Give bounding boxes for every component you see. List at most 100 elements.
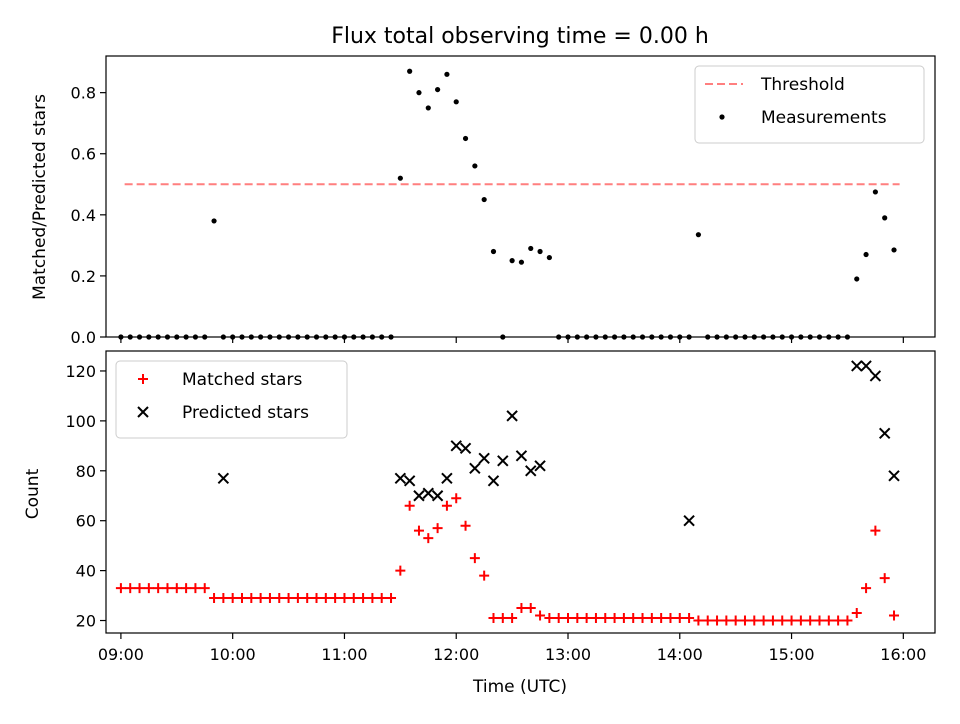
y-tick-label: 0.0	[71, 328, 96, 347]
top-ylabel: Matched/Predicted stars	[30, 94, 50, 300]
data-point	[546, 254, 552, 261]
legend-label: Matched stars	[182, 370, 302, 390]
data-point	[358, 593, 369, 604]
data-point	[563, 613, 574, 624]
data-point	[695, 232, 702, 238]
data-point	[497, 455, 509, 467]
data-point	[292, 593, 303, 604]
data-point	[674, 613, 685, 624]
data-point	[833, 615, 844, 626]
y-tick-label: 0.6	[71, 145, 96, 164]
data-point	[488, 613, 499, 624]
y-tick-label: 0.8	[71, 84, 96, 103]
data-point	[407, 68, 413, 74]
legend: Matched stars Predicted stars	[115, 360, 348, 439]
data-point	[851, 608, 862, 619]
data-point	[888, 470, 900, 482]
legend-swatch	[138, 374, 148, 384]
y-tick-label: 0.2	[71, 267, 96, 286]
data-point	[403, 475, 416, 487]
data-point	[882, 215, 888, 221]
data-point	[878, 427, 891, 440]
data-point	[497, 613, 508, 624]
data-point	[469, 553, 480, 564]
legend-box	[694, 65, 925, 144]
data-point	[535, 610, 546, 621]
data-point	[507, 613, 518, 624]
data-point	[153, 583, 164, 594]
data-point	[506, 410, 518, 422]
data-point	[693, 615, 704, 626]
data-point	[171, 583, 182, 594]
y-tick-label: 0.4	[71, 206, 96, 225]
data-point	[683, 514, 695, 527]
data-point	[842, 615, 853, 626]
data-point	[863, 251, 869, 258]
plot-frame	[105, 55, 936, 338]
data-point	[889, 610, 900, 621]
data-point	[869, 370, 882, 382]
data-point	[872, 189, 878, 195]
data-point	[469, 462, 481, 474]
data-point	[217, 472, 230, 484]
x-tick-label: 12:00	[433, 645, 479, 664]
data-point	[534, 460, 546, 472]
data-point	[264, 593, 275, 604]
data-point	[255, 593, 266, 604]
data-point	[861, 583, 872, 594]
data-point	[320, 593, 331, 604]
legend-label: Threshold	[760, 75, 845, 95]
data-point	[246, 593, 257, 604]
data-point	[125, 583, 136, 594]
data-point	[134, 583, 145, 594]
data-point	[451, 493, 462, 504]
data-point	[767, 615, 778, 626]
y-tick-label: 60	[76, 512, 96, 531]
data-point	[805, 615, 816, 626]
data-point	[422, 487, 434, 499]
data-point	[431, 490, 444, 502]
x-tick-label: 16:00	[880, 645, 926, 664]
data-point	[444, 71, 450, 77]
data-point	[509, 258, 515, 264]
data-point	[891, 247, 897, 253]
data-point	[450, 440, 462, 452]
data-point	[749, 615, 760, 626]
data-point	[209, 593, 220, 604]
data-point	[423, 533, 434, 544]
top-panel: 0.0 0.2 0.4 0.6 0.8 Threshold Measurements	[71, 55, 936, 347]
series-matched-stars	[115, 493, 900, 626]
data-point	[656, 613, 667, 624]
data-point	[851, 360, 863, 372]
data-point	[528, 245, 534, 252]
data-point	[628, 613, 639, 624]
series-measurements	[118, 68, 897, 340]
data-point	[413, 525, 424, 536]
data-point	[218, 593, 229, 604]
data-point	[115, 583, 126, 594]
data-point	[441, 472, 453, 484]
data-point	[460, 520, 471, 531]
y-tick-label: 80	[76, 462, 96, 481]
data-point	[609, 613, 620, 624]
data-point	[786, 615, 797, 626]
data-point	[525, 603, 536, 614]
data-point	[274, 593, 285, 604]
series-predicted-stars	[217, 360, 900, 527]
data-point	[227, 593, 238, 604]
x-tick-label: 14:00	[657, 645, 703, 664]
data-point	[518, 259, 525, 265]
plot-frame	[105, 350, 936, 634]
legend-box	[115, 360, 348, 439]
data-point	[795, 615, 806, 626]
data-point	[199, 583, 210, 594]
data-point	[162, 583, 173, 594]
data-point	[432, 523, 443, 534]
data-point	[665, 613, 676, 624]
data-point	[441, 500, 452, 511]
data-point	[395, 565, 406, 576]
bottom-panel: 20 40 60 80 100 120 09:00 10:00 11:00 12:00 13:00 1…	[65, 350, 936, 664]
data-point	[435, 86, 441, 93]
data-point	[758, 615, 769, 626]
y-tick-label: 20	[76, 612, 96, 631]
